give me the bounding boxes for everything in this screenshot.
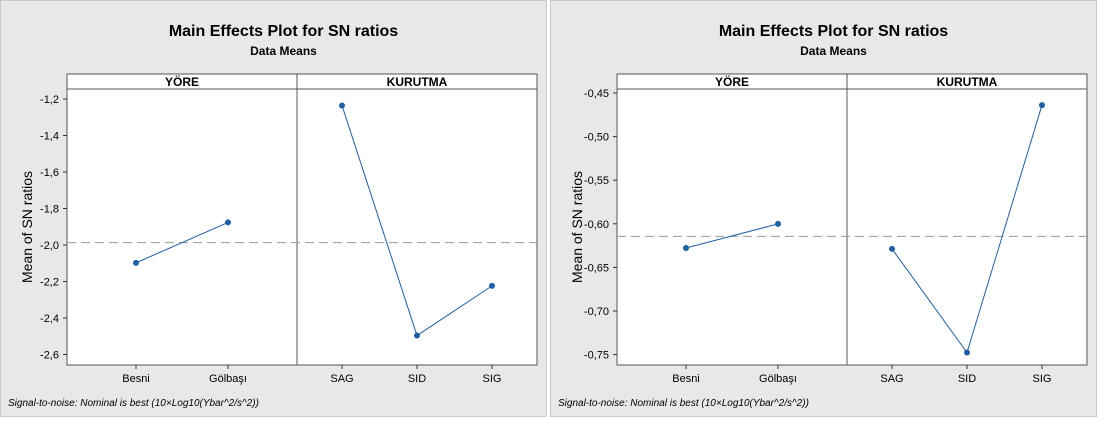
y-tick-label: -1,8 — [40, 204, 59, 216]
data-point — [339, 102, 345, 109]
plot-area — [616, 73, 1088, 366]
y-tick-label: -2,0 — [40, 240, 59, 252]
y-axis-label: Mean of SN ratios — [569, 171, 585, 283]
data-point — [683, 244, 689, 251]
panel-header: YÖRE — [715, 74, 749, 89]
data-point — [1039, 102, 1045, 109]
panel-header: YÖRE — [165, 74, 199, 89]
chart-2: Main Effects Plot for SN ratios Data Mean… — [550, 0, 1097, 417]
y-tick-label: -0,65 — [584, 262, 609, 274]
x-tick-label: Gölbaşı — [759, 373, 797, 385]
y-tick-label: -0,75 — [584, 350, 609, 362]
x-tick-label: Besni — [122, 373, 150, 385]
data-point — [133, 259, 139, 266]
x-tick-label: SIG — [483, 373, 502, 385]
y-tick-label: -0,50 — [584, 132, 609, 144]
y-tick-label: -1,6 — [40, 167, 59, 179]
data-point — [489, 282, 495, 289]
y-tick-label: -2,2 — [40, 277, 59, 289]
plot-area — [66, 73, 538, 366]
data-point — [964, 349, 970, 356]
y-tick-label: -0,60 — [584, 219, 609, 231]
y-tick-label: -2,4 — [40, 313, 59, 325]
y-tick-label: -1,4 — [40, 131, 59, 143]
y-axis-label: Mean of SN ratios — [19, 171, 35, 283]
y-tick-label: -0,45 — [584, 88, 609, 100]
chart-subtitle: Data Means — [250, 44, 317, 58]
chart-1: Main Effects Plot for SN ratios Data Mean… — [0, 0, 547, 417]
chart-title: Main Effects Plot for SN ratios — [719, 23, 948, 40]
y-tick-label: -1,2 — [40, 94, 59, 106]
x-tick-label: Gölbaşı — [209, 373, 247, 385]
data-point — [414, 332, 420, 339]
panel-header: KURUTMA — [387, 75, 448, 89]
y-tick-label: -0,70 — [584, 306, 609, 318]
x-tick-label: SAG — [880, 373, 903, 385]
footnote: Signal-to-noise: Nominal is best (10×Log… — [558, 398, 809, 409]
series-line — [685, 223, 779, 249]
x-tick-label: SID — [958, 373, 976, 385]
series-line — [135, 221, 229, 264]
footnote: Signal-to-noise: Nominal is best (10×Log… — [8, 398, 259, 409]
x-tick-label: SAG — [330, 373, 353, 385]
data-point — [889, 245, 895, 252]
x-tick-label: SIG — [1033, 373, 1052, 385]
data-point — [225, 219, 231, 226]
chart-title: Main Effects Plot for SN ratios — [169, 23, 398, 40]
x-tick-label: SID — [408, 373, 426, 385]
y-tick-label: -2,6 — [40, 350, 59, 362]
y-tick-label: -0,55 — [584, 175, 609, 187]
data-point — [775, 220, 781, 227]
panel-header: KURUTMA — [937, 75, 998, 89]
chart-subtitle: Data Means — [800, 44, 867, 58]
x-tick-label: Besni — [672, 373, 700, 385]
